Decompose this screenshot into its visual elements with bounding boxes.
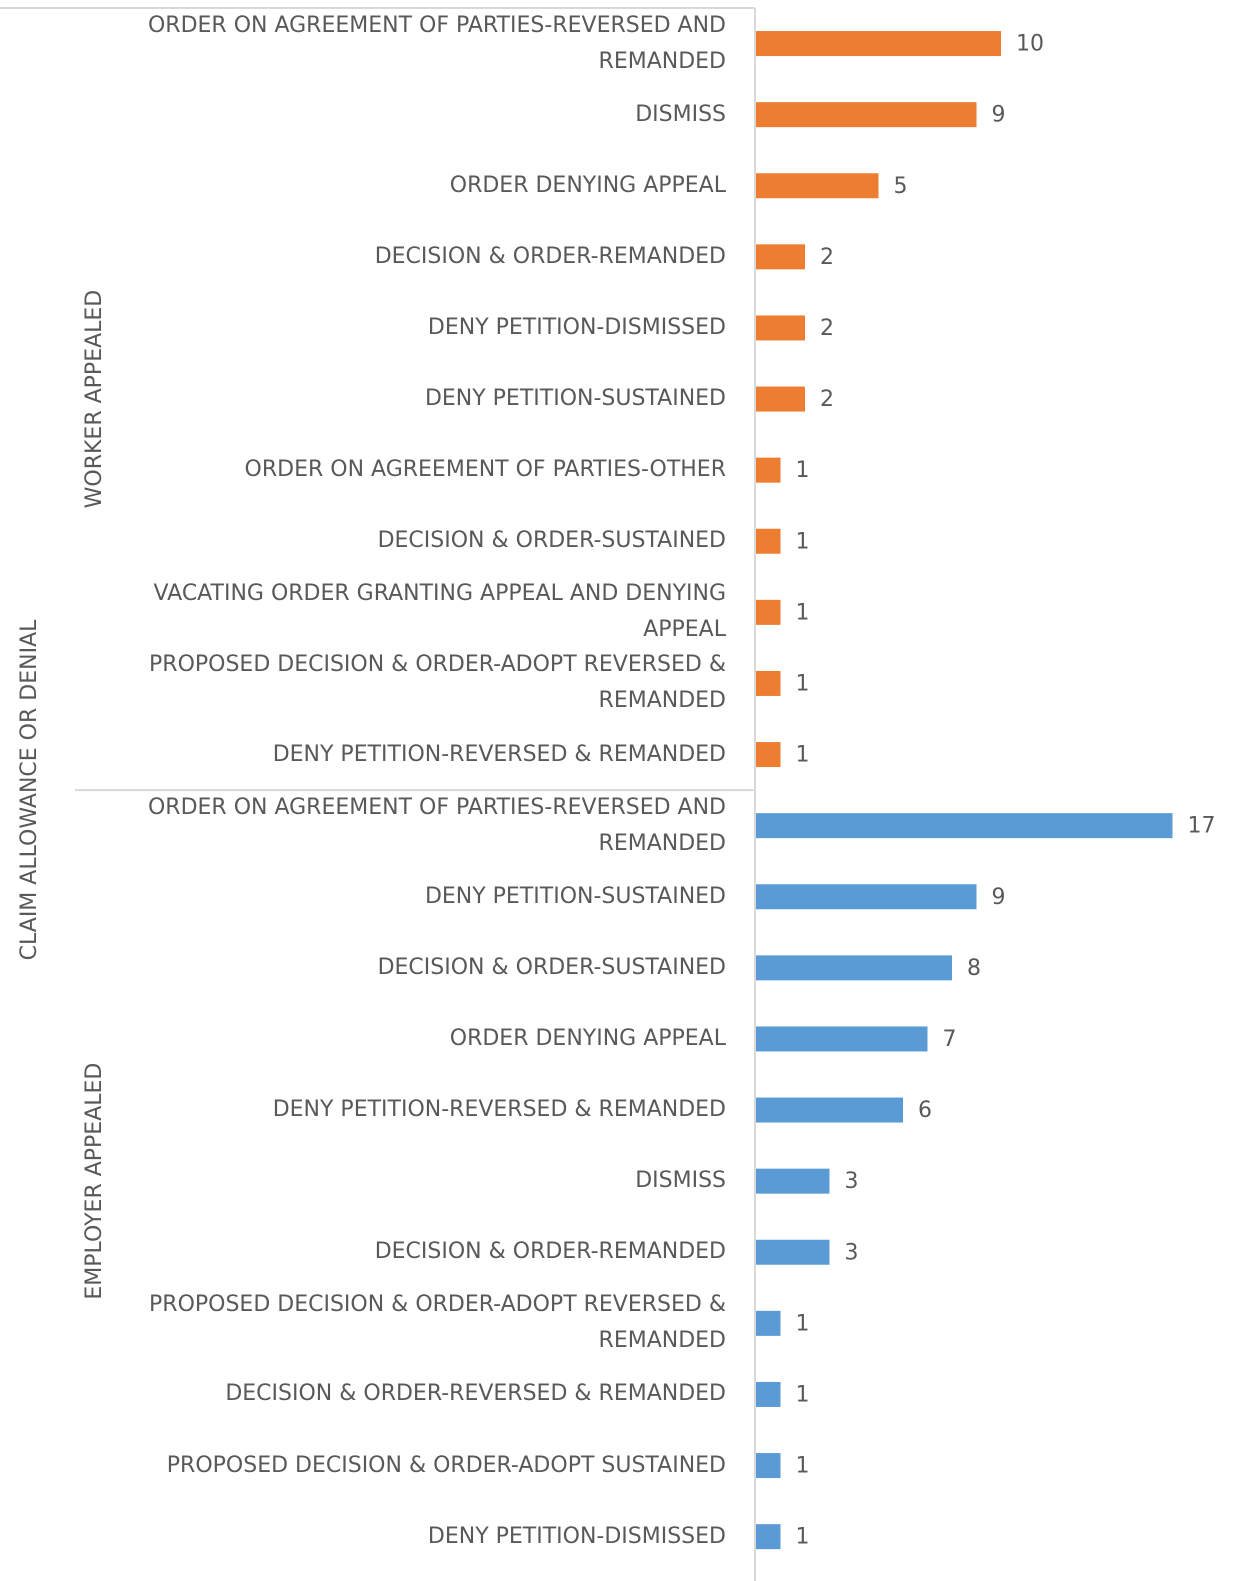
data-label: 9 xyxy=(992,885,1006,910)
bar xyxy=(756,1524,781,1550)
bar xyxy=(756,1310,781,1336)
bar xyxy=(756,31,1001,57)
category-label: PROPOSED DECISION & ORDER-ADOPT REVERSED… xyxy=(149,652,726,714)
bar xyxy=(756,457,781,483)
bar xyxy=(756,813,1173,839)
data-label: 5 xyxy=(894,174,908,199)
bar xyxy=(756,599,781,625)
bar xyxy=(756,1381,781,1407)
bar xyxy=(756,742,781,768)
category-label: DENY PETITION-REVERSED & REMANDED xyxy=(272,741,726,767)
category-label: DECISION & ORDER-SUSTAINED xyxy=(377,954,726,980)
data-label: 1 xyxy=(796,1311,810,1336)
data-label: 6 xyxy=(918,1098,932,1123)
data-label: 1 xyxy=(796,671,810,696)
data-label: 8 xyxy=(967,956,981,981)
category-label: ORDER DENYING APPEAL xyxy=(449,172,726,198)
bar xyxy=(756,244,805,270)
category-label: ORDER DENYING APPEAL xyxy=(449,1025,726,1051)
group-title: CLAIM ALLOWANCE OR DENIAL xyxy=(17,619,42,960)
category-label: PROPOSED DECISION & ORDER-ADOPT REVERSED… xyxy=(149,1292,726,1354)
category-label: DENY PETITION-SUSTAINED xyxy=(424,883,726,909)
data-label: 1 xyxy=(796,1454,810,1479)
category-label: DECISION & ORDER-SUSTAINED xyxy=(377,528,726,554)
category-label: DECISION & ORDER-REMANDED xyxy=(374,1239,726,1265)
category-label: PROPOSED DECISION & ORDER-ADOPT SUSTAINE… xyxy=(166,1452,726,1478)
bar xyxy=(756,1239,830,1265)
data-label: 1 xyxy=(796,600,810,625)
bar xyxy=(756,528,781,554)
data-label: 1 xyxy=(796,1382,810,1407)
category-label: ORDER ON AGREEMENT OF PARTIES-REVERSED A… xyxy=(147,794,726,856)
bar xyxy=(756,955,952,981)
category-label: DISMISS xyxy=(635,1168,726,1194)
bar xyxy=(756,670,781,696)
data-label: 1 xyxy=(796,743,810,768)
data-label: 2 xyxy=(820,245,834,270)
category-label: DECISION & ORDER-REMANDED xyxy=(374,243,726,269)
data-label: 1 xyxy=(796,529,810,554)
category-label: DENY PETITION-REVERSED & REMANDED xyxy=(272,1097,726,1123)
bar xyxy=(756,173,879,199)
bar xyxy=(756,1026,928,1052)
data-label: 9 xyxy=(992,103,1006,128)
data-label: 3 xyxy=(845,1169,859,1194)
data-label: 2 xyxy=(820,316,834,341)
group-label: EMPLOYER APPEALED xyxy=(82,1063,107,1300)
bar xyxy=(756,1453,781,1479)
category-label: DENY PETITION-DISMISSED xyxy=(427,1523,726,1549)
bar xyxy=(756,102,977,128)
category-label: ORDER ON AGREEMENT OF PARTIES-REVERSED A… xyxy=(147,12,726,74)
bar xyxy=(756,1168,830,1194)
bar xyxy=(756,884,977,910)
category-label: DECISION & ORDER-REVERSED & REMANDED xyxy=(225,1381,726,1407)
group-label: WORKER APPEALED xyxy=(82,290,107,509)
category-label: ORDER ON AGREEMENT OF PARTIES-OTHER xyxy=(244,457,726,483)
data-label: 17 xyxy=(1188,814,1216,839)
data-label: 1 xyxy=(796,458,810,483)
bar xyxy=(756,386,805,412)
data-label: 2 xyxy=(820,387,834,412)
data-label: 1 xyxy=(796,1525,810,1550)
bar xyxy=(756,315,805,341)
data-label: 3 xyxy=(845,1240,859,1265)
category-label: DENY PETITION-DISMISSED xyxy=(427,314,726,340)
data-label: 7 xyxy=(943,1027,957,1052)
category-label: VACATING ORDER GRANTING APPEAL AND DENYI… xyxy=(153,581,726,643)
category-label: DENY PETITION-SUSTAINED xyxy=(424,386,726,412)
category-label: DISMISS xyxy=(635,101,726,127)
bar xyxy=(756,1097,903,1123)
data-label: 10 xyxy=(1016,32,1044,57)
